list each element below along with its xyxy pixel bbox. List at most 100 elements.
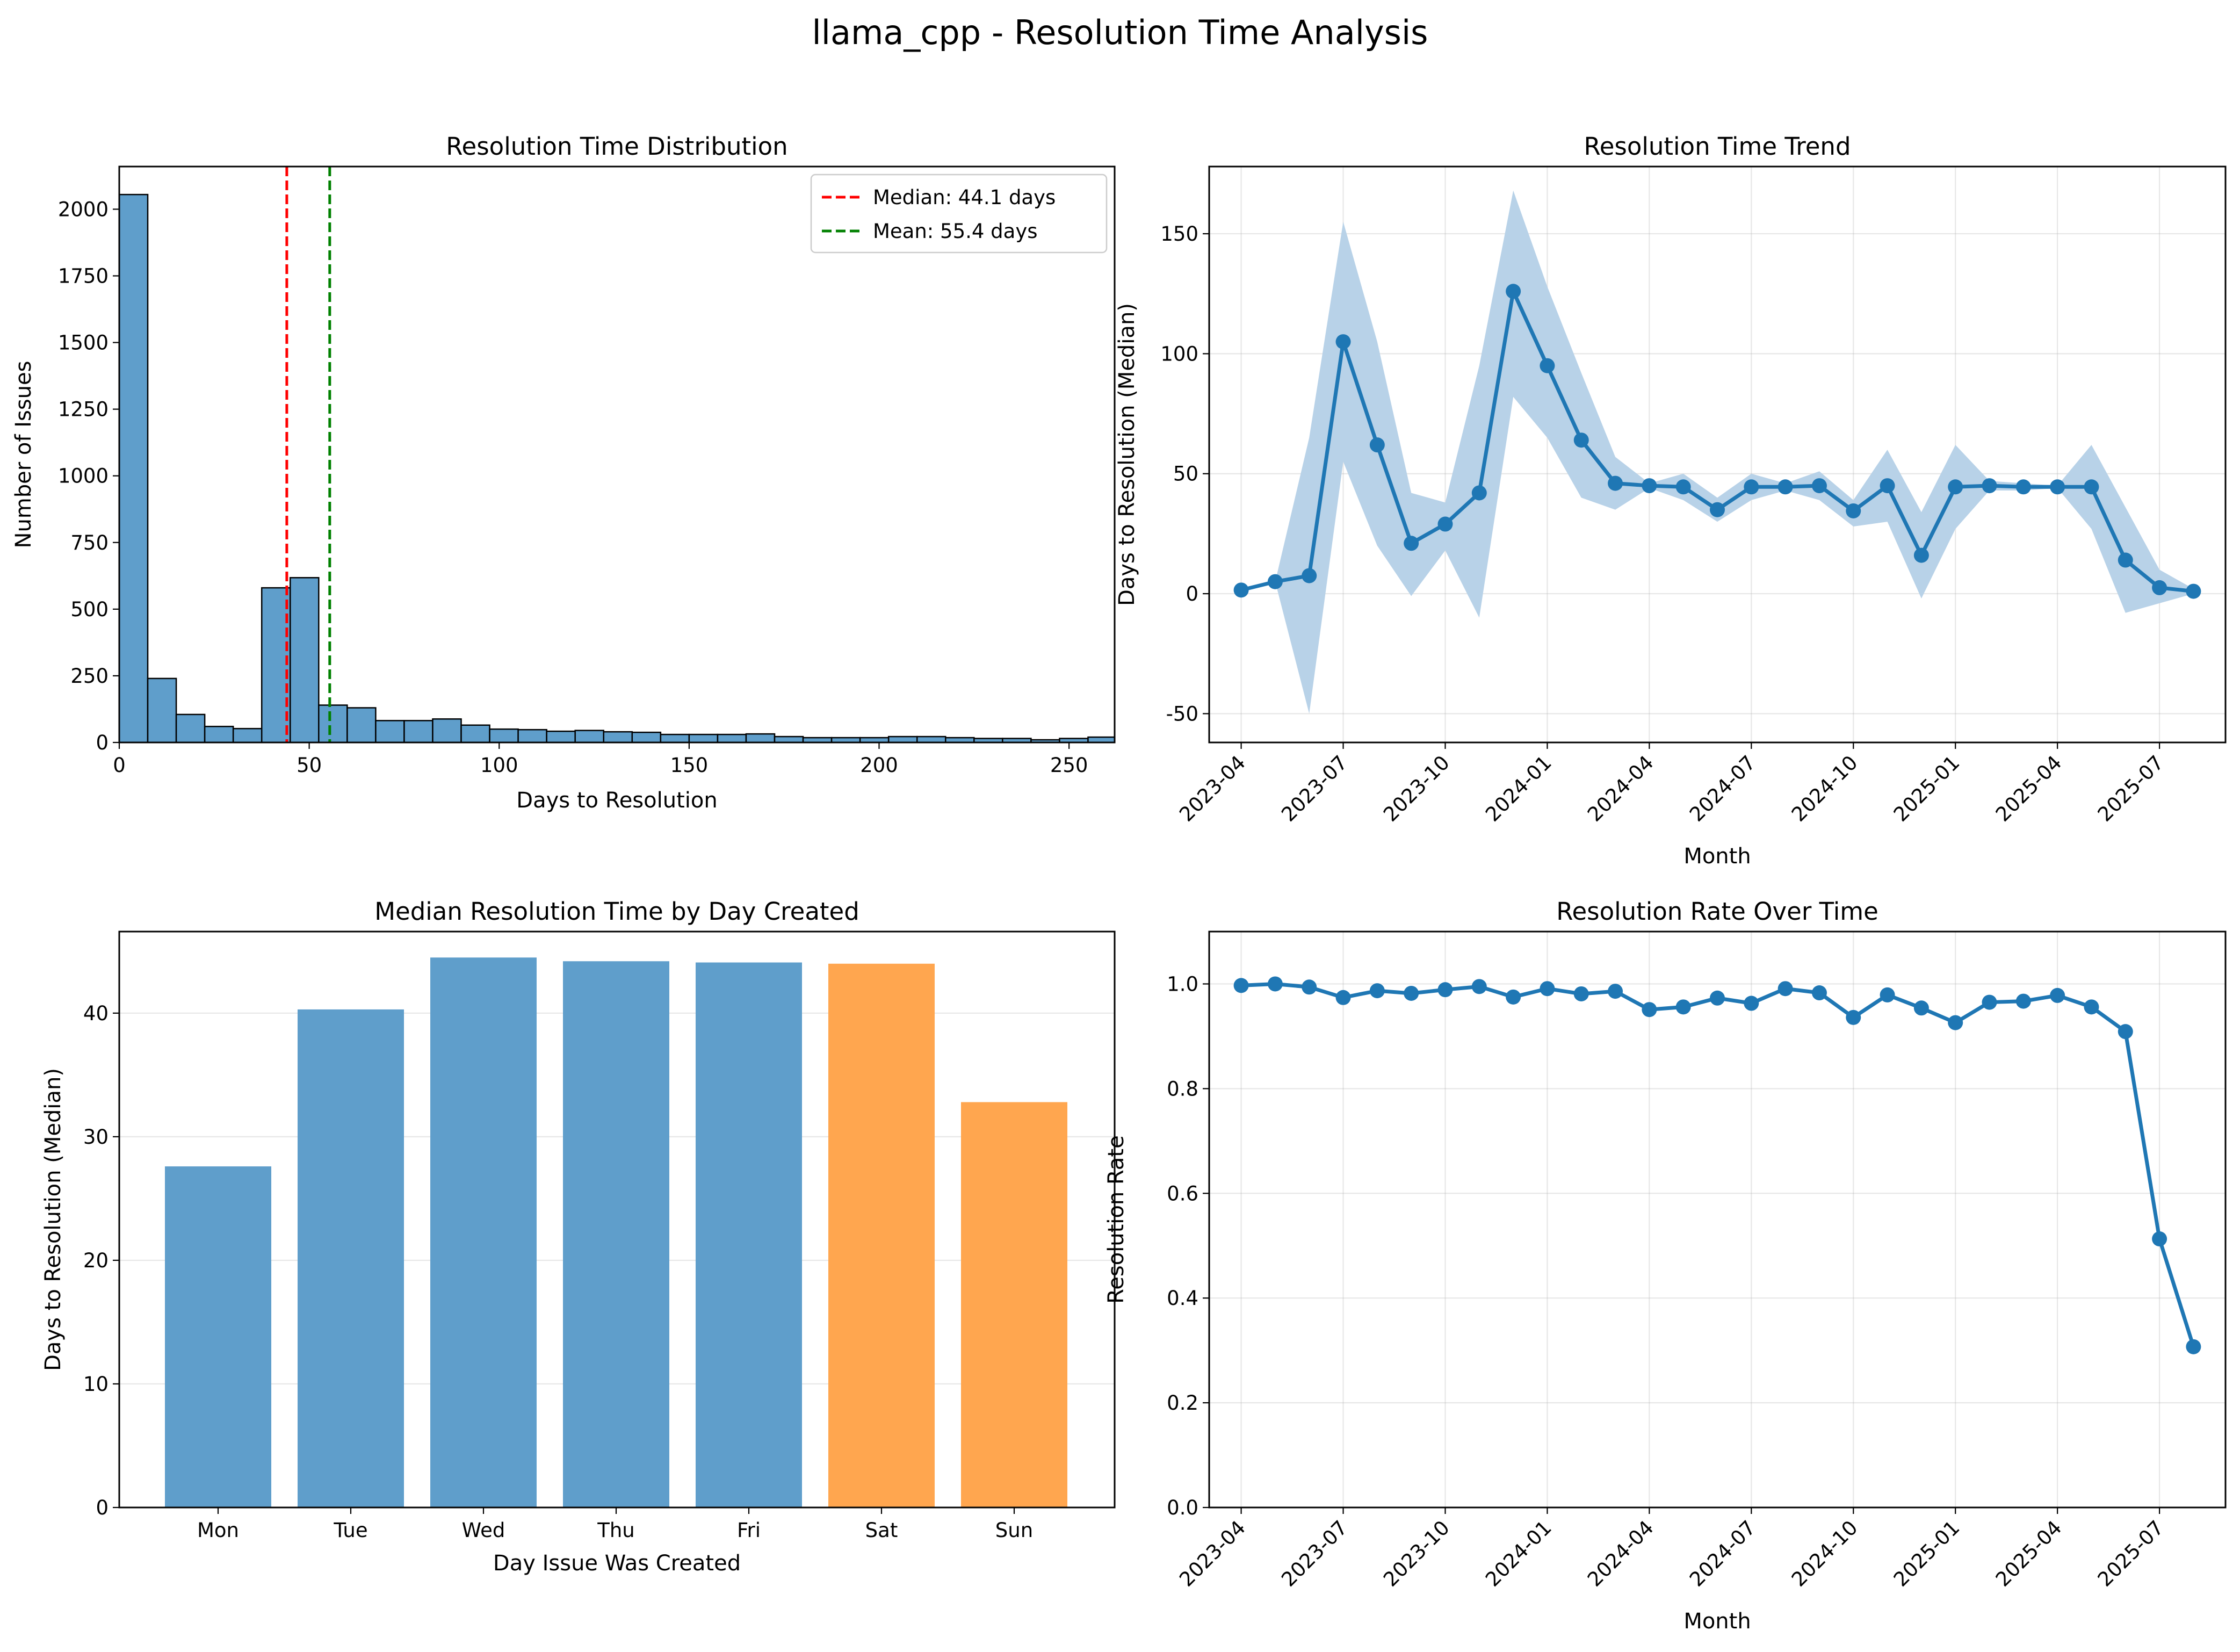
weekday-bar <box>828 963 935 1507</box>
x-axis-label: Month <box>1683 1609 1751 1634</box>
plot-frame <box>118 165 1116 744</box>
histogram-panel: 0 250 500 750 1000 1250 1500 1750 2000 0 50 100 150 2… <box>11 132 1116 813</box>
data-point <box>1880 478 1895 494</box>
data-point <box>2015 993 2031 1009</box>
y-tick-label: 0.2 <box>1167 1391 1198 1415</box>
y-tick-label: 100 <box>1160 342 1198 365</box>
data-point <box>1710 990 1725 1006</box>
data-point <box>1573 986 1589 1001</box>
data-point <box>1608 475 1623 491</box>
data-point <box>1948 479 1963 495</box>
histogram-bin <box>660 733 690 744</box>
y-tick-label: 1250 <box>58 398 109 421</box>
legend-entry: Median: 44.1 days <box>873 186 1056 209</box>
data-point <box>1233 978 1249 993</box>
y-tick-label: 150 <box>1160 222 1198 246</box>
data-point <box>1437 982 1453 998</box>
data-point <box>1913 547 1929 563</box>
y-tick-label: 20 <box>83 1249 109 1272</box>
weekday-bar <box>696 962 802 1507</box>
data-point <box>1573 432 1589 448</box>
data-point <box>1540 358 1555 373</box>
y-tick-label: 500 <box>70 598 109 621</box>
x-tick-label: Tue <box>333 1519 367 1542</box>
data-point <box>1335 990 1351 1005</box>
weekday-bar <box>298 1009 404 1507</box>
legend-box <box>810 174 1108 254</box>
y-tick-label: 10 <box>83 1373 109 1396</box>
data-point <box>2186 1339 2201 1354</box>
weekday-bar <box>961 1102 1067 1507</box>
histogram-bin <box>717 733 747 744</box>
y-tick-label: 0 <box>96 1496 109 1519</box>
histogram-bin <box>346 707 377 744</box>
x-axis-label: Days to Resolution <box>516 788 717 813</box>
panel-title: Resolution Time Trend <box>1584 132 1851 161</box>
histogram-bin <box>375 720 405 744</box>
x-axis-label: Day Issue Was Created <box>493 1551 741 1576</box>
data-point <box>1369 437 1385 453</box>
confidence-band <box>1241 190 2194 714</box>
data-point <box>1675 999 1691 1015</box>
histogram-bin <box>432 718 462 744</box>
histogram-bin <box>546 730 576 744</box>
x-tick-label: Sun <box>995 1519 1033 1542</box>
histogram-bin <box>916 735 946 744</box>
histogram-bin <box>603 731 633 744</box>
x-tick-label: Sat <box>865 1519 898 1542</box>
histogram-bin <box>403 720 433 744</box>
histogram-bin <box>290 577 320 744</box>
panel-title: Resolution Rate Over Time <box>1556 897 1878 926</box>
data-point <box>1811 478 1827 494</box>
y-axis-label: Resolution Rate <box>1104 1135 1129 1303</box>
y-tick-label: 0 <box>1186 582 1198 605</box>
histogram-bin <box>774 735 804 744</box>
data-point <box>1471 485 1487 501</box>
panel-title: Resolution Time Distribution <box>446 132 787 161</box>
x-tick-label: 50 <box>297 754 322 777</box>
data-point <box>1506 989 1521 1005</box>
y-tick-label: 0 <box>96 731 109 754</box>
data-point <box>1404 536 1419 551</box>
plot-frame <box>1208 930 2227 1509</box>
y-tick-label: 1000 <box>58 465 109 488</box>
data-point <box>1267 976 1283 992</box>
data-point <box>1608 984 1623 999</box>
plot-frame <box>1208 165 2227 744</box>
y-tick-label: 2000 <box>58 198 109 221</box>
x-tick-label: Wed <box>462 1519 505 1542</box>
weekday-bar <box>165 1166 271 1507</box>
data-point <box>1777 981 1793 997</box>
y-tick-label: 50 <box>1173 463 1198 486</box>
data-point <box>2050 479 2065 495</box>
x-axis-label: Month <box>1683 844 1751 869</box>
x-tick-label: 200 <box>860 754 898 777</box>
y-tick-label: 40 <box>83 1002 109 1025</box>
x-tick-label: Thu <box>597 1519 635 1542</box>
data-point <box>1540 981 1555 997</box>
y-axis-label: Number of Issues <box>11 361 36 549</box>
weekday-bar <box>563 961 669 1507</box>
y-tick-label: 1750 <box>58 264 109 287</box>
data-point <box>1675 479 1691 495</box>
data-point <box>1811 985 1827 1001</box>
data-point <box>2050 987 2065 1003</box>
y-tick-label: 0.8 <box>1167 1077 1198 1100</box>
data-point <box>2084 999 2099 1015</box>
data-point <box>1744 995 1759 1011</box>
x-tick-label: 100 <box>480 754 518 777</box>
y-tick-label: -50 <box>1166 702 1198 725</box>
plot-frame <box>118 930 1116 1509</box>
x-tick-label: 250 <box>1050 754 1088 777</box>
data-point <box>1506 284 1521 299</box>
data-point <box>1880 987 1895 1002</box>
data-point <box>1302 568 1317 583</box>
histogram-bin <box>118 193 149 744</box>
histogram-bin <box>232 727 263 744</box>
data-point <box>1982 994 1997 1010</box>
histogram-bin <box>574 730 604 744</box>
data-point <box>1710 502 1725 517</box>
panel-title: Median Resolution Time by Day Created <box>374 897 859 926</box>
histogram-bin <box>517 728 547 744</box>
